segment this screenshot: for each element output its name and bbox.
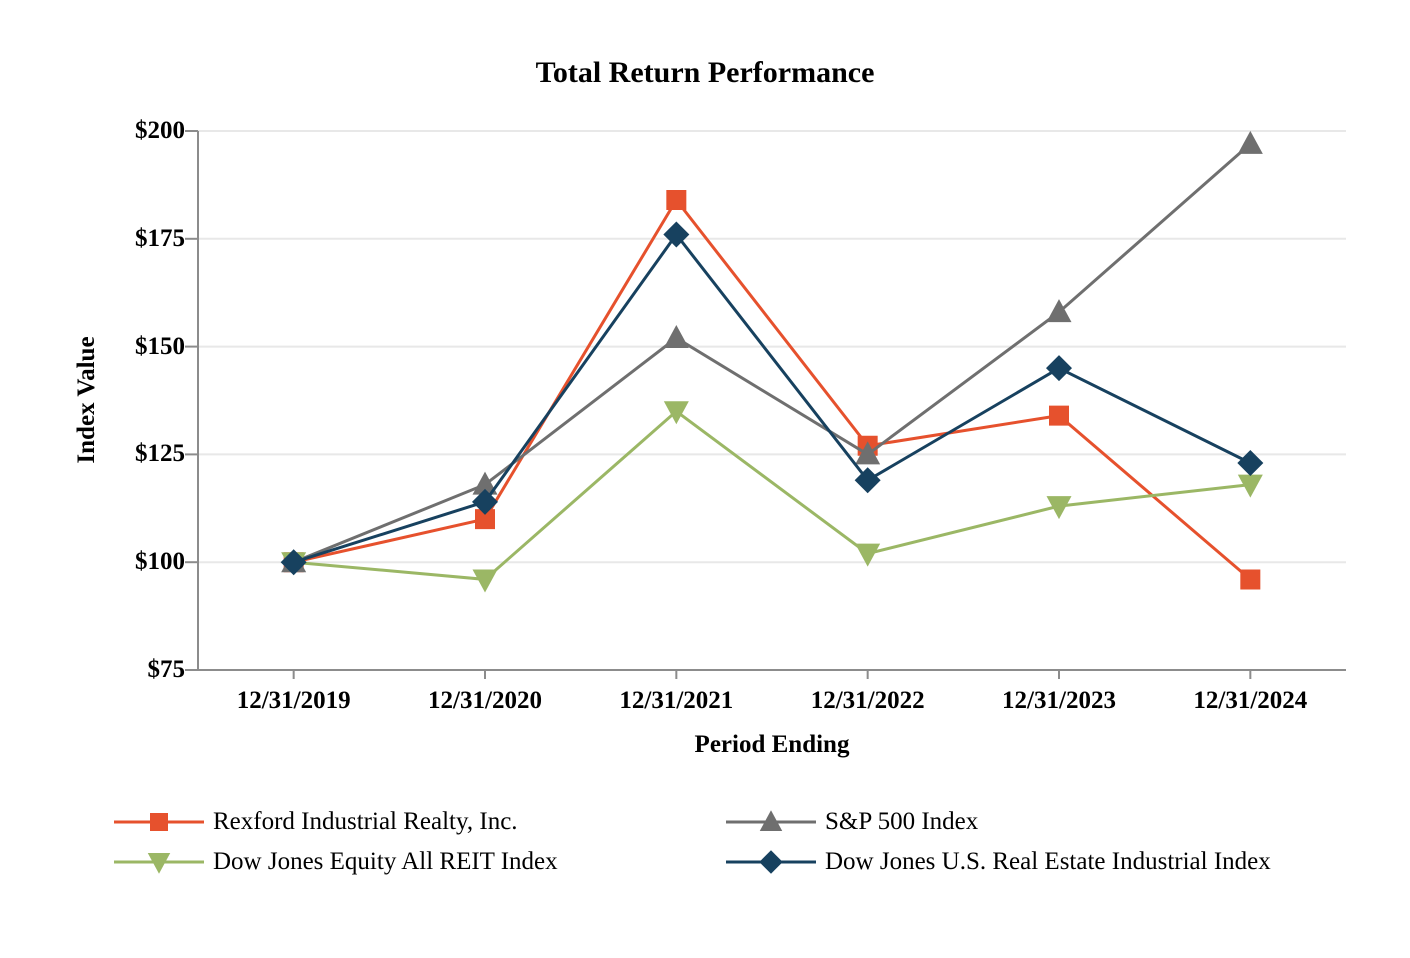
- series-dj-equity-all-reit-index: [281, 401, 1263, 593]
- x-tick-label: 12/31/2021: [619, 687, 734, 714]
- rexford-industrial-realty-marker: [1049, 405, 1069, 426]
- rexford-industrial-realty-marker: [666, 189, 687, 210]
- plot-area: [185, 130, 1346, 679]
- x-tick-label: 12/31/2024: [1193, 687, 1308, 714]
- series-rexford-industrial-realty: [283, 189, 1261, 590]
- legend-item-sp-500-index: S&P 500 Index: [725, 805, 978, 839]
- dj-us-real-estate-industrial-index-marker: [854, 467, 881, 494]
- rexford-industrial-realty-marker: [1240, 569, 1261, 590]
- y-tick-label: $100: [135, 548, 185, 576]
- chart-title: Total Return Performance: [535, 56, 875, 89]
- x-tick-label: 12/31/2023: [1002, 687, 1116, 714]
- dj-equity-all-reit-index-legend-marker: [147, 853, 171, 874]
- legend-label: Dow Jones Equity All REIT Index: [213, 848, 558, 875]
- sp-500-index-marker: [663, 324, 689, 348]
- dj-us-real-estate-industrial-index-marker: [472, 488, 498, 515]
- y-tick-label: $150: [135, 332, 185, 360]
- dj-us-real-estate-industrial-index-marker: [1046, 355, 1072, 382]
- series-dj-us-real-estate-industrial-index: [280, 221, 1264, 576]
- dj-us-real-estate-industrial-index-marker: [663, 221, 690, 248]
- x-axis-title: Period Ending: [694, 731, 850, 758]
- dj-us-real-estate-industrial-index-line: [293, 231, 1251, 564]
- dj-us-real-estate-industrial-index-marker: [1237, 450, 1264, 477]
- rexford-industrial-realty-marker: [475, 509, 495, 530]
- legend-item-rexford-industrial-realty: Rexford Industrial Realty, Inc.: [113, 805, 518, 839]
- y-tick-label: $125: [135, 440, 185, 468]
- axes: [185, 130, 1346, 679]
- y-tick-label: $175: [135, 224, 185, 252]
- sp-500-index-marker: [1237, 130, 1263, 154]
- legend-label: Rexford Industrial Realty, Inc.: [213, 808, 518, 835]
- dj-equity-all-reit-index-marker: [663, 401, 689, 425]
- dj-equity-all-reit-index-marker: [472, 569, 498, 593]
- legend-item-dj-us-real-estate-industrial-index: Dow Jones U.S. Real Estate Industrial In…: [725, 845, 1271, 879]
- dj-equity-all-reit-index-marker: [1237, 474, 1263, 498]
- sp-500-index-marker: [472, 471, 498, 495]
- dj-us-real-estate-industrial-legend-marker-icon: [726, 850, 816, 874]
- y-tick-label: $75: [147, 656, 186, 683]
- y-tick-label: $200: [135, 117, 185, 144]
- dj-us-real-estate-industrial-index-marker: [280, 549, 307, 576]
- x-tick-label: 12/31/2022: [810, 687, 925, 714]
- sp-500-index-marker: [1046, 299, 1072, 323]
- dj-us-real-estate-industrial-index-legend-marker: [759, 850, 783, 874]
- sp-500-index-legend-marker: [759, 810, 783, 831]
- dj-equity-all-reit-legend-marker-icon: [114, 853, 204, 874]
- legend-label: Dow Jones U.S. Real Estate Industrial In…: [825, 848, 1271, 875]
- gridlines: [198, 130, 1346, 564]
- legend-label: S&P 500 Index: [825, 808, 979, 835]
- sp500-legend-marker-icon: [726, 810, 816, 831]
- rexford-industrial-realty-legend-marker: [150, 813, 168, 831]
- x-tick-label: 12/31/2019: [236, 687, 351, 714]
- series-sp-500-index: [281, 130, 1263, 573]
- x-tick-label: 12/31/2020: [428, 687, 542, 714]
- rexford-legend-marker-icon: [114, 813, 204, 831]
- dj-equity-all-reit-index-line: [293, 409, 1251, 581]
- sp-500-index-marker: [855, 441, 881, 465]
- sp-500-index-line: [293, 142, 1252, 564]
- dj-equity-all-reit-index-marker: [855, 543, 881, 567]
- dj-equity-all-reit-index-marker: [1046, 496, 1072, 520]
- legend-item-dj-equity-all-reit-index: Dow Jones Equity All REIT Index: [113, 845, 558, 879]
- rexford-industrial-realty-line: [293, 197, 1252, 581]
